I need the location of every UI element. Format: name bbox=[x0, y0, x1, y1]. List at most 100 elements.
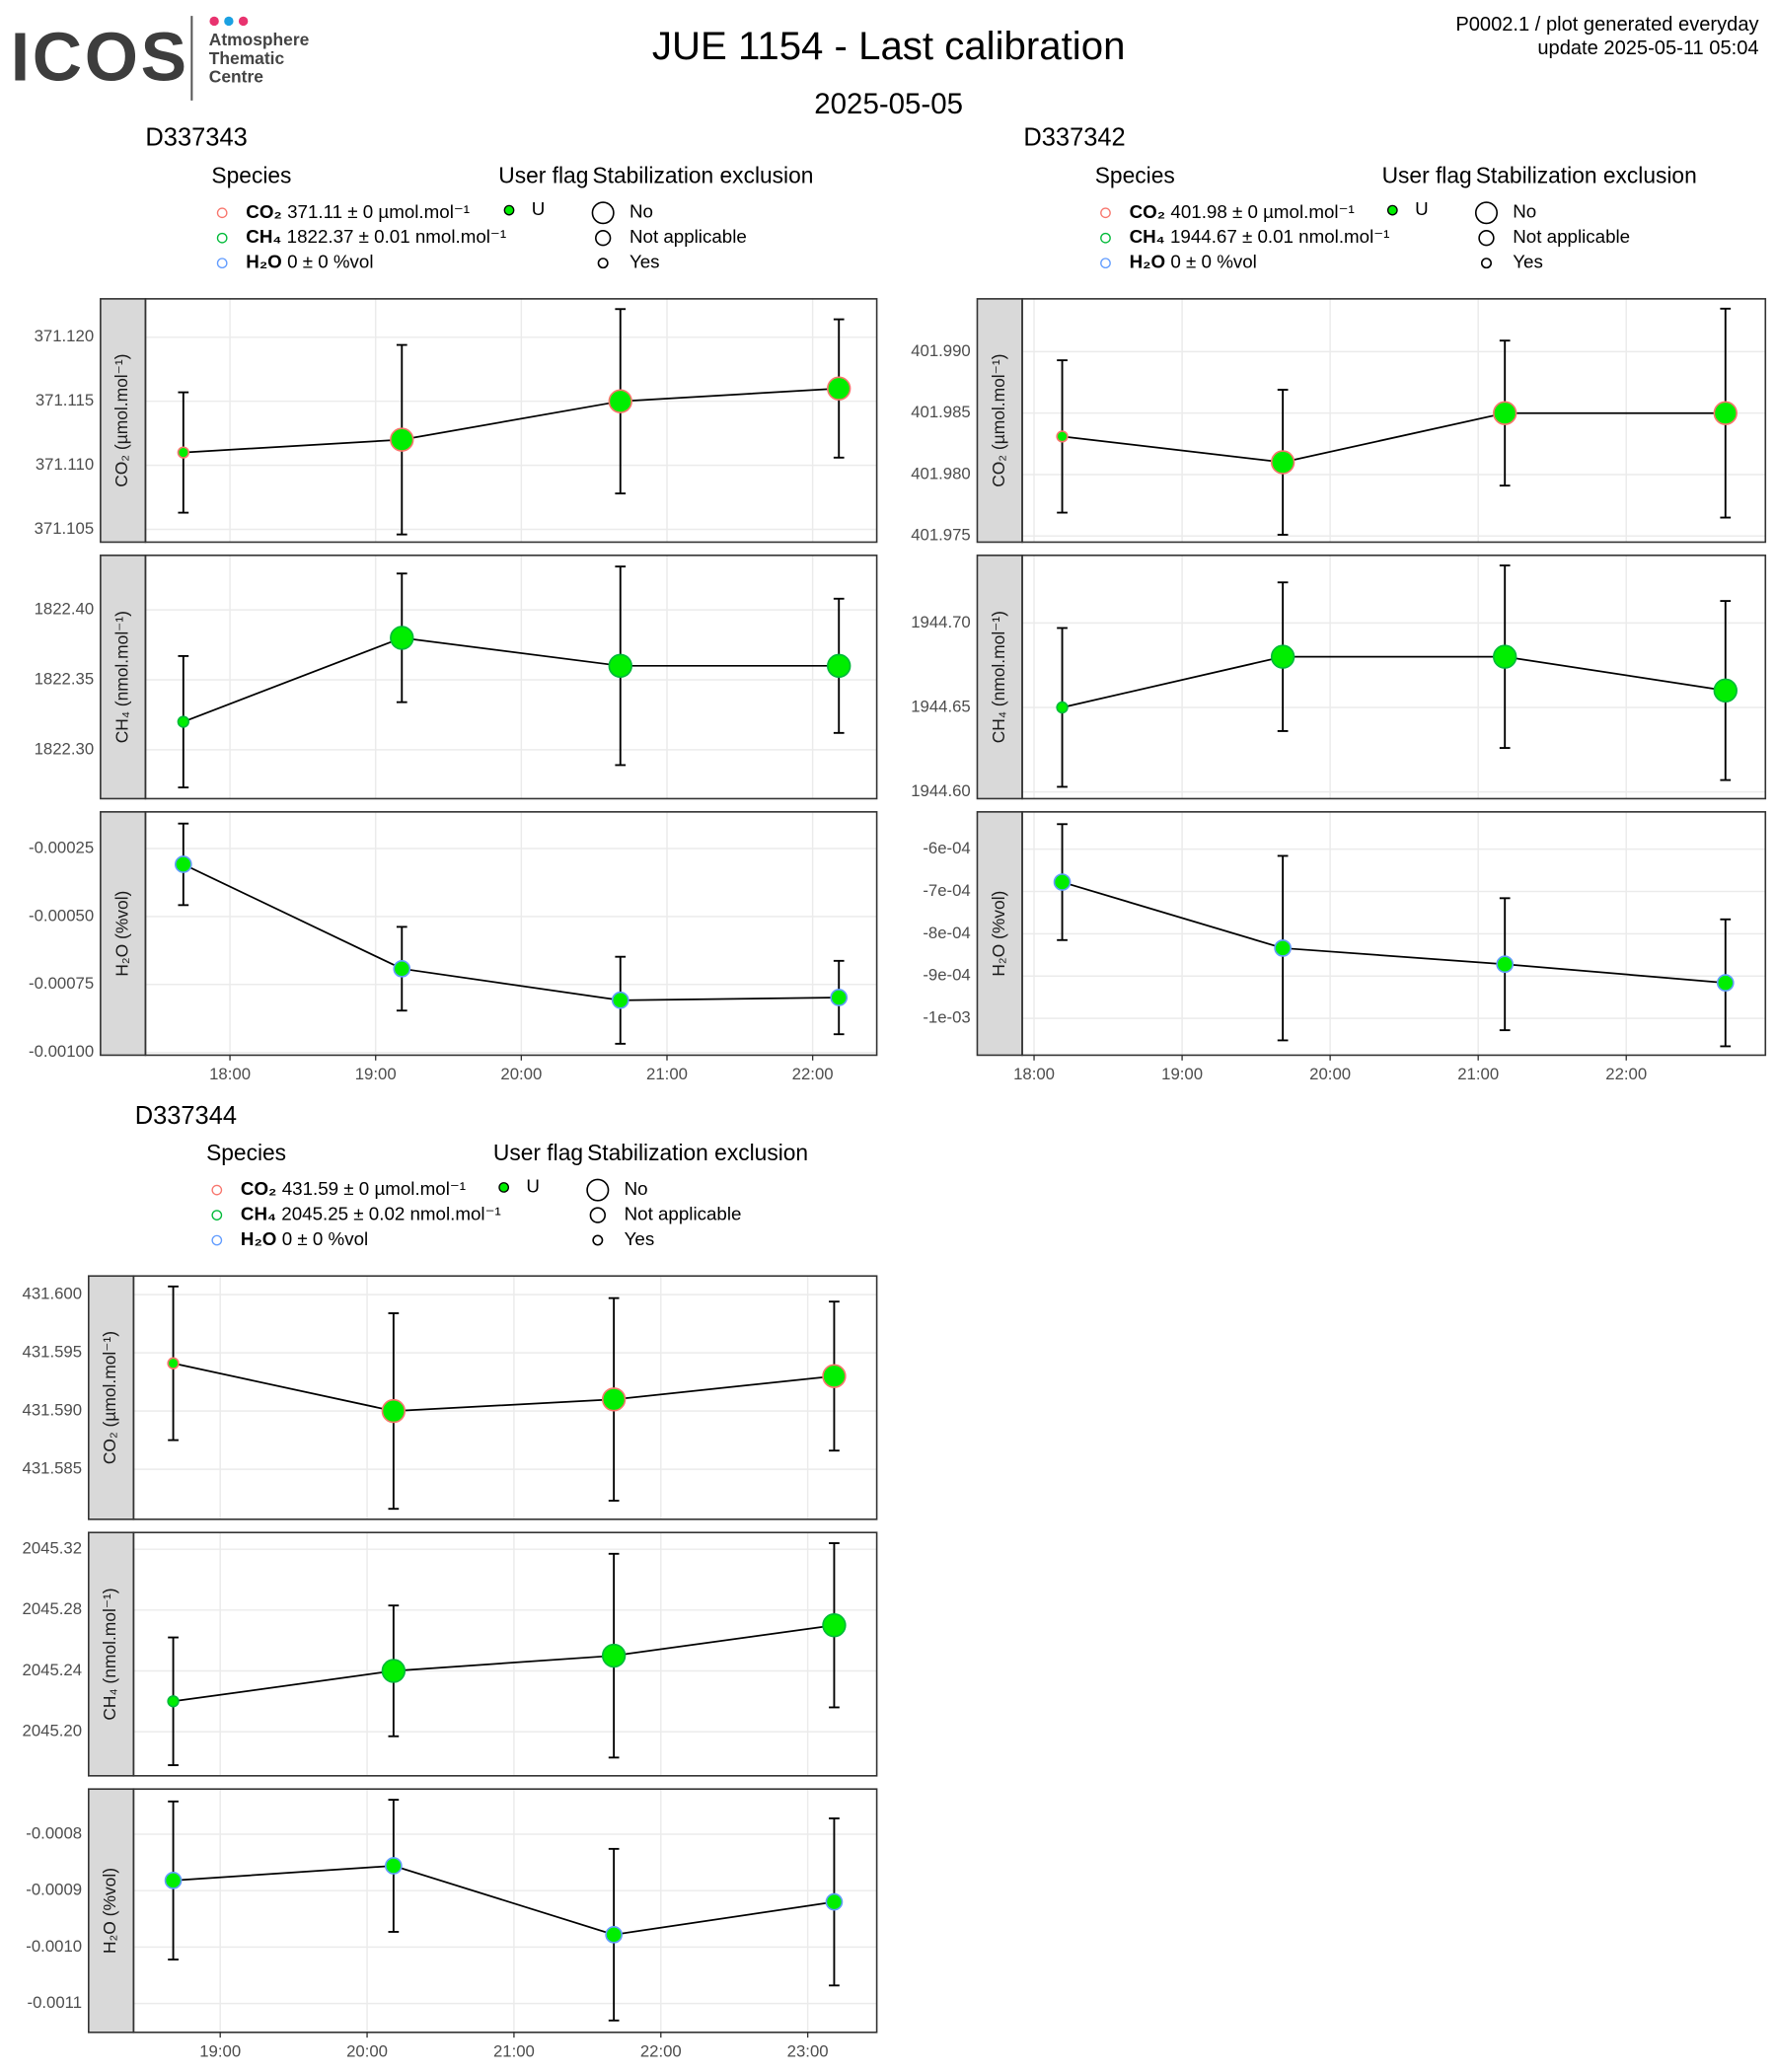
data-line bbox=[173, 1362, 835, 1412]
legend-value: 0 ± 0 %vol bbox=[282, 1228, 368, 1249]
panel-border bbox=[1021, 298, 1767, 544]
legend-symbol bbox=[592, 1234, 604, 1246]
strip-label: CO₂ (µmol.mol⁻¹) bbox=[111, 354, 131, 487]
data-line bbox=[173, 1865, 835, 1936]
data-point bbox=[827, 376, 851, 401]
y-tick-label: -1e-03 bbox=[923, 1008, 970, 1027]
x-tick-label: 20:00 bbox=[346, 2041, 388, 2060]
y-tick-label: 431.590 bbox=[23, 1401, 83, 1420]
legend-symbol bbox=[591, 201, 615, 225]
panel-title: D337342 bbox=[1023, 123, 1125, 151]
panel-background bbox=[145, 811, 877, 1056]
strip bbox=[976, 298, 1023, 544]
y-tick-label: 1944.60 bbox=[911, 781, 971, 800]
legend-symbol bbox=[1480, 258, 1492, 269]
panel-title: D337343 bbox=[145, 123, 247, 151]
x-tick-label: 22:00 bbox=[640, 2041, 682, 2060]
y-tick-label: -0.0010 bbox=[26, 1937, 82, 1956]
legend-value: 401.98 ± 0 µmol.mol⁻¹ bbox=[1170, 201, 1354, 222]
y-tick-label: 1944.65 bbox=[911, 697, 971, 715]
data-point bbox=[1713, 678, 1738, 703]
x-tick-label: 22:00 bbox=[792, 1065, 834, 1083]
legend-label: Not applicable bbox=[625, 1204, 742, 1224]
legend-symbol bbox=[1474, 201, 1499, 225]
y-tick-label: 401.975 bbox=[911, 526, 971, 545]
data-point bbox=[381, 1398, 407, 1424]
data-point bbox=[1056, 701, 1069, 714]
data-line bbox=[1062, 655, 1726, 708]
legend-title: Species bbox=[206, 1140, 286, 1165]
data-point bbox=[1492, 401, 1517, 425]
y-tick-label: 371.105 bbox=[35, 519, 95, 538]
strip bbox=[100, 298, 147, 544]
data-line bbox=[1062, 411, 1726, 464]
y-tick-label: -0.0009 bbox=[26, 1881, 82, 1899]
data-point bbox=[608, 389, 632, 413]
data-point bbox=[1274, 939, 1292, 957]
legend-title: User flag bbox=[1382, 163, 1472, 188]
legend-symbol bbox=[216, 207, 228, 219]
y-tick-label: -9e-04 bbox=[923, 966, 970, 985]
x-tick-label: 18:00 bbox=[1013, 1065, 1055, 1083]
y-tick-label: -8e-04 bbox=[923, 924, 970, 942]
legend-label: CH₄ 1822.37 ± 0.01 nmol.mol⁻¹ bbox=[246, 226, 506, 247]
y-tick-label: -0.00075 bbox=[29, 974, 94, 993]
panel-background bbox=[1022, 555, 1766, 799]
data-point bbox=[822, 1364, 847, 1388]
data-line bbox=[1062, 881, 1726, 984]
y-tick-label: 371.120 bbox=[35, 327, 95, 345]
data-point bbox=[830, 989, 849, 1006]
legend-symbol bbox=[1100, 258, 1111, 269]
y-tick-label: 1822.30 bbox=[35, 739, 95, 758]
panel-background bbox=[145, 555, 877, 799]
panel-background bbox=[133, 1532, 877, 1776]
centre-name: Centre bbox=[209, 67, 263, 87]
y-tick-label: 2045.24 bbox=[23, 1661, 83, 1679]
y-tick-label: -6e-04 bbox=[923, 839, 970, 857]
data-point bbox=[1716, 974, 1735, 992]
x-tick-label: 23:00 bbox=[787, 2041, 829, 2060]
panel-border bbox=[132, 1788, 878, 2034]
legend-species: CO₂ bbox=[241, 1178, 276, 1199]
centre-name: Atmosphere bbox=[209, 30, 310, 49]
y-tick-label: 401.990 bbox=[911, 341, 971, 360]
legend-symbol bbox=[1100, 207, 1111, 219]
logo-dot bbox=[209, 16, 219, 27]
legend-title: Species bbox=[211, 163, 291, 188]
data-point bbox=[601, 1643, 627, 1668]
data-point bbox=[1270, 450, 1295, 475]
legend-label: CO₂ 401.98 ± 0 µmol.mol⁻¹ bbox=[1130, 201, 1355, 222]
legend-label: CO₂ 371.11 ± 0 µmol.mol⁻¹ bbox=[246, 201, 470, 222]
strip-label: CO₂ (µmol.mol⁻¹) bbox=[989, 354, 1008, 487]
panel-border bbox=[144, 811, 878, 1057]
strip bbox=[100, 811, 147, 1057]
x-tick-label: 20:00 bbox=[1309, 1065, 1351, 1083]
logo-dot bbox=[224, 16, 234, 27]
y-tick-label: -0.00025 bbox=[29, 838, 94, 856]
y-tick-label: 2045.32 bbox=[23, 1539, 83, 1558]
legend-species: CH₄ bbox=[246, 226, 281, 247]
strip bbox=[87, 1275, 135, 1520]
legend-label: CH₄ 2045.25 ± 0.02 nmol.mol⁻¹ bbox=[241, 1204, 501, 1224]
y-tick-label: 2045.28 bbox=[23, 1599, 83, 1618]
y-tick-label: 401.980 bbox=[911, 464, 971, 482]
legend-title: User flag bbox=[498, 163, 588, 188]
legend-label: No bbox=[1513, 201, 1536, 222]
x-tick-label: 19:00 bbox=[1161, 1065, 1203, 1083]
x-tick-label: 22:00 bbox=[1605, 1065, 1647, 1083]
panel-border bbox=[132, 1275, 878, 1520]
data-point bbox=[177, 446, 189, 459]
legend-species: CO₂ bbox=[246, 201, 281, 222]
panel-border bbox=[132, 1531, 878, 1777]
strip bbox=[976, 555, 1023, 800]
y-tick-label: -0.00100 bbox=[29, 1042, 94, 1061]
page-note: P0002.1 / plot generated everyday bbox=[1455, 14, 1758, 36]
legend-label: H₂O 0 ± 0 %vol bbox=[241, 1228, 368, 1249]
y-tick-label: -0.0011 bbox=[28, 1993, 83, 2012]
y-tick-label: 431.595 bbox=[23, 1343, 83, 1362]
legend-label: Not applicable bbox=[629, 226, 747, 247]
data-line bbox=[183, 863, 840, 1001]
x-tick-label: 21:00 bbox=[493, 2041, 535, 2060]
y-tick-label: 371.110 bbox=[36, 455, 94, 474]
